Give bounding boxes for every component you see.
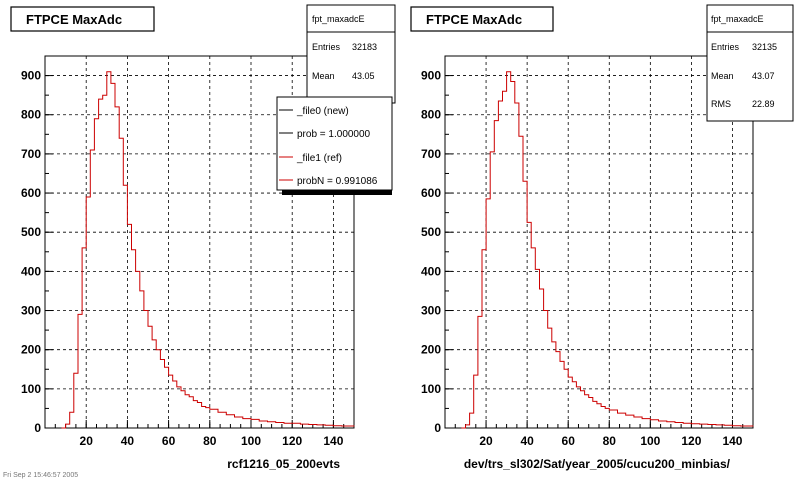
panel2-stats-mean-label: Mean bbox=[711, 71, 734, 81]
y-tick-label: 400 bbox=[421, 264, 441, 278]
panel2-title-box: FTPCE MaxAdc bbox=[410, 6, 554, 32]
y-tick-label: 700 bbox=[21, 147, 41, 161]
y-tick-label: 300 bbox=[421, 304, 441, 318]
panel1-stats-mean-label: Mean bbox=[312, 71, 335, 81]
y-tick-label: 500 bbox=[21, 225, 41, 239]
y-tick-label: 100 bbox=[21, 382, 41, 396]
panel2-stats-mean-value: 43.07 bbox=[752, 71, 775, 81]
x-tick-label: 120 bbox=[282, 434, 302, 448]
legend-entry-file0: _file0 (new) bbox=[296, 106, 349, 117]
plot-frame bbox=[444, 55, 754, 429]
x-tick-label: 140 bbox=[323, 434, 343, 448]
y-tick-label: 200 bbox=[421, 343, 441, 357]
panel1-title: FTPCE MaxAdc bbox=[26, 12, 122, 27]
legend-entry-prob: prob = 1.000000 bbox=[297, 129, 371, 140]
panel2-stats-rms-value: 22.89 bbox=[752, 99, 775, 109]
panel2-stats-rms-label: RMS bbox=[711, 99, 731, 109]
histogram-series bbox=[61, 71, 355, 429]
y-tick-label: 100 bbox=[421, 382, 441, 396]
y-tick-label: 800 bbox=[421, 108, 441, 122]
x-tick-label: 60 bbox=[562, 434, 576, 448]
y-tick-label: 900 bbox=[21, 69, 41, 83]
panel1-stats-box: fpt_maxadcE Entries 32183 Mean 43.05 bbox=[306, 4, 396, 104]
y-tick-label: 600 bbox=[421, 186, 441, 200]
x-tick-label: 20 bbox=[479, 434, 493, 448]
panel2-stats-entries-value: 32135 bbox=[752, 42, 777, 52]
y-tick-label: 0 bbox=[434, 421, 441, 435]
y-tick-label: 300 bbox=[21, 304, 41, 318]
y-tick-label: 500 bbox=[421, 225, 441, 239]
panel1-title-box: FTPCE MaxAdc bbox=[10, 6, 155, 32]
panel1-stats-entries-label: Entries bbox=[312, 42, 341, 52]
histogram-series bbox=[461, 71, 754, 429]
panel1-stats-mean-value: 43.05 bbox=[352, 71, 375, 81]
legend: _file0 (new) prob = 1.000000 _file1 (ref… bbox=[276, 96, 393, 195]
x-tick-label: 80 bbox=[203, 434, 217, 448]
panel1-stats-name: fpt_maxadcE bbox=[312, 14, 365, 24]
panel1-xlabel: rcf1216_05_200evts bbox=[227, 457, 340, 471]
y-tick-label: 200 bbox=[21, 343, 41, 357]
x-tick-label: 100 bbox=[241, 434, 261, 448]
panel1-stats-entries-value: 32183 bbox=[352, 42, 377, 52]
x-tick-label: 40 bbox=[520, 434, 534, 448]
panel2-stats-box: fpt_maxadcE Entries 32135 Mean 43.07 RMS… bbox=[706, 4, 794, 122]
y-tick-label: 800 bbox=[21, 108, 41, 122]
x-tick-label: 100 bbox=[640, 434, 660, 448]
legend-entry-probN: probN = 0.991086 bbox=[297, 176, 378, 187]
x-tick-label: 40 bbox=[121, 434, 135, 448]
panel2-stats-name: fpt_maxadcE bbox=[711, 14, 764, 24]
y-tick-label: 400 bbox=[21, 264, 41, 278]
footer-timestamp: Fri Sep 2 15:46:57 2005 bbox=[3, 472, 78, 479]
panel2-stats-entries-label: Entries bbox=[711, 42, 740, 52]
x-tick-label: 140 bbox=[722, 434, 742, 448]
x-tick-label: 20 bbox=[80, 434, 94, 448]
panel2-title: FTPCE MaxAdc bbox=[426, 12, 522, 27]
legend-entry-file1: _file1 (ref) bbox=[296, 153, 342, 164]
y-tick-label: 700 bbox=[421, 147, 441, 161]
x-tick-label: 80 bbox=[603, 434, 617, 448]
x-tick-label: 120 bbox=[681, 434, 701, 448]
y-tick-label: 600 bbox=[21, 186, 41, 200]
panel2-xlabel: dev/trs_sl302/Sat/year_2005/cucu200_minb… bbox=[464, 457, 731, 471]
y-tick-label: 900 bbox=[421, 69, 441, 83]
x-tick-label: 60 bbox=[162, 434, 176, 448]
y-tick-label: 0 bbox=[34, 421, 41, 435]
panel2-plot: 20 40 60 80 100 120 140 0 100 200 300 400 500 600 700 8… bbox=[421, 55, 754, 448]
